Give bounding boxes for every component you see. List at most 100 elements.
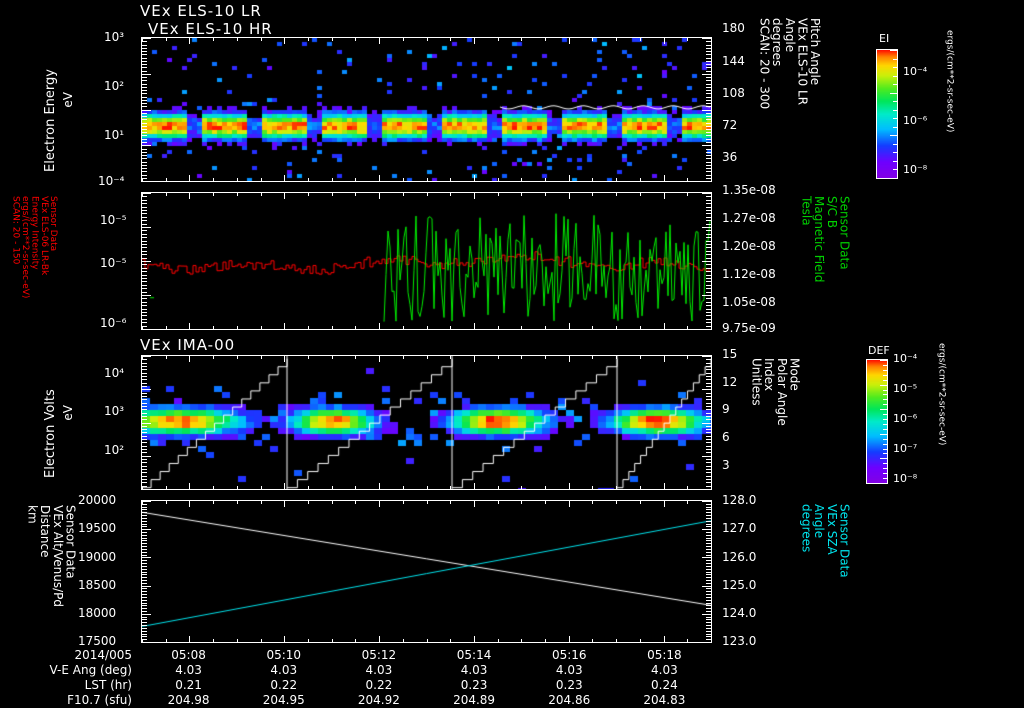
x-minor-tick <box>711 356 712 359</box>
y-tick <box>142 462 147 463</box>
bottom-cell-r1-c5: 0.24 <box>651 678 678 692</box>
y-tick <box>706 196 711 197</box>
y-tick <box>142 288 147 289</box>
x-minor-tick <box>332 326 333 329</box>
y-tick <box>702 586 711 587</box>
panel4-ytick-3: 18500 <box>78 578 117 592</box>
y-tick <box>706 472 711 473</box>
y-tick <box>142 116 147 117</box>
colorbar1-tick-2: 10⁻⁸ <box>903 163 928 176</box>
x-minor-tick <box>213 486 214 489</box>
x-minor-tick <box>261 178 262 181</box>
y-tick <box>142 268 147 269</box>
panel1-plot-area[interactable] <box>141 37 712 182</box>
x-minor-tick <box>498 193 499 196</box>
y-tick <box>706 482 711 483</box>
panel4-ytick-2: 19000 <box>78 550 117 564</box>
y-tick <box>706 237 711 238</box>
x-tick <box>664 38 665 44</box>
colorbar-tick <box>883 424 887 425</box>
x-minor-tick <box>687 193 688 196</box>
panel3-plot-area[interactable] <box>141 355 712 490</box>
panel4-y2tick-2: 126.0 <box>722 550 757 564</box>
panel3-yunits: eV <box>61 405 75 421</box>
x-minor-tick <box>379 356 380 359</box>
y-tick <box>706 625 711 626</box>
x-minor-tick <box>474 356 475 359</box>
y-tick <box>142 631 147 632</box>
colorbar1[interactable] <box>876 49 898 179</box>
y-tick <box>706 588 711 589</box>
y-tick <box>706 275 711 276</box>
colorbar-tick <box>883 365 887 366</box>
x-minor-tick <box>521 356 522 359</box>
y-tick <box>706 80 711 81</box>
x-minor-tick <box>261 193 262 196</box>
y-tick <box>706 312 711 313</box>
y-tick <box>142 61 147 62</box>
y-tick <box>706 486 711 487</box>
y-tick <box>142 540 147 541</box>
y-tick <box>142 617 147 618</box>
x-minor-tick <box>142 356 143 359</box>
x-minor-tick <box>142 193 143 196</box>
y-tick <box>706 373 711 374</box>
x-minor-tick <box>284 178 285 181</box>
x-minor-tick <box>189 486 190 489</box>
x-minor-tick <box>284 326 285 329</box>
y-tick <box>142 155 147 156</box>
colorbar2[interactable] <box>866 359 888 484</box>
y-tick <box>142 386 147 387</box>
y-tick <box>142 123 147 124</box>
panel4-plot-area[interactable] <box>141 500 712 643</box>
x-minor-tick <box>403 639 404 642</box>
x-minor-tick <box>355 326 356 329</box>
panel4-y2tick-3: 125.0 <box>722 578 757 592</box>
y-tick <box>142 45 147 46</box>
x-tick <box>284 193 285 199</box>
y-tick <box>142 476 147 477</box>
x-minor-tick <box>189 356 190 359</box>
y-tick <box>142 521 147 522</box>
y-tick <box>706 119 711 120</box>
x-minor-tick <box>569 326 570 329</box>
panel2-plot-area[interactable] <box>141 192 712 330</box>
x-minor-tick <box>261 326 262 329</box>
y-tick <box>706 84 711 85</box>
panel4-y2tick-5: 123.0 <box>722 634 757 648</box>
x-minor-tick <box>213 178 214 181</box>
y-tick <box>142 175 147 176</box>
x-minor-tick <box>569 178 570 181</box>
x-minor-tick <box>545 38 546 41</box>
x-minor-tick <box>474 193 475 196</box>
y-tick <box>142 165 147 166</box>
y-tick <box>142 149 147 150</box>
y-tick <box>702 501 711 502</box>
y-tick <box>702 356 711 357</box>
y-tick <box>142 305 147 306</box>
y-tick <box>702 423 711 424</box>
x-minor-tick <box>308 38 309 41</box>
y-tick <box>706 566 711 567</box>
x-tick <box>284 38 285 44</box>
y-tick <box>706 48 711 49</box>
y-tick <box>142 526 147 527</box>
x-minor-tick <box>687 486 688 489</box>
panel3-y2tick-0: 15 <box>722 347 738 361</box>
y-tick <box>142 566 147 567</box>
y-tick <box>706 288 711 289</box>
x-minor-tick <box>616 356 617 359</box>
x-minor-tick <box>569 38 570 41</box>
y-tick <box>706 54 711 55</box>
x-minor-tick <box>166 486 167 489</box>
y-tick <box>142 396 147 397</box>
y-tick <box>702 261 711 262</box>
x-minor-tick <box>379 486 380 489</box>
x-minor-tick <box>616 178 617 181</box>
colorbar-tick <box>883 463 887 464</box>
y-tick <box>706 71 711 72</box>
bottom-cell-r0-c1: 4.03 <box>270 663 298 677</box>
y-tick <box>142 389 151 390</box>
colorbar1-tick-1: 10⁻⁶ <box>903 114 928 127</box>
y-tick <box>142 142 147 143</box>
